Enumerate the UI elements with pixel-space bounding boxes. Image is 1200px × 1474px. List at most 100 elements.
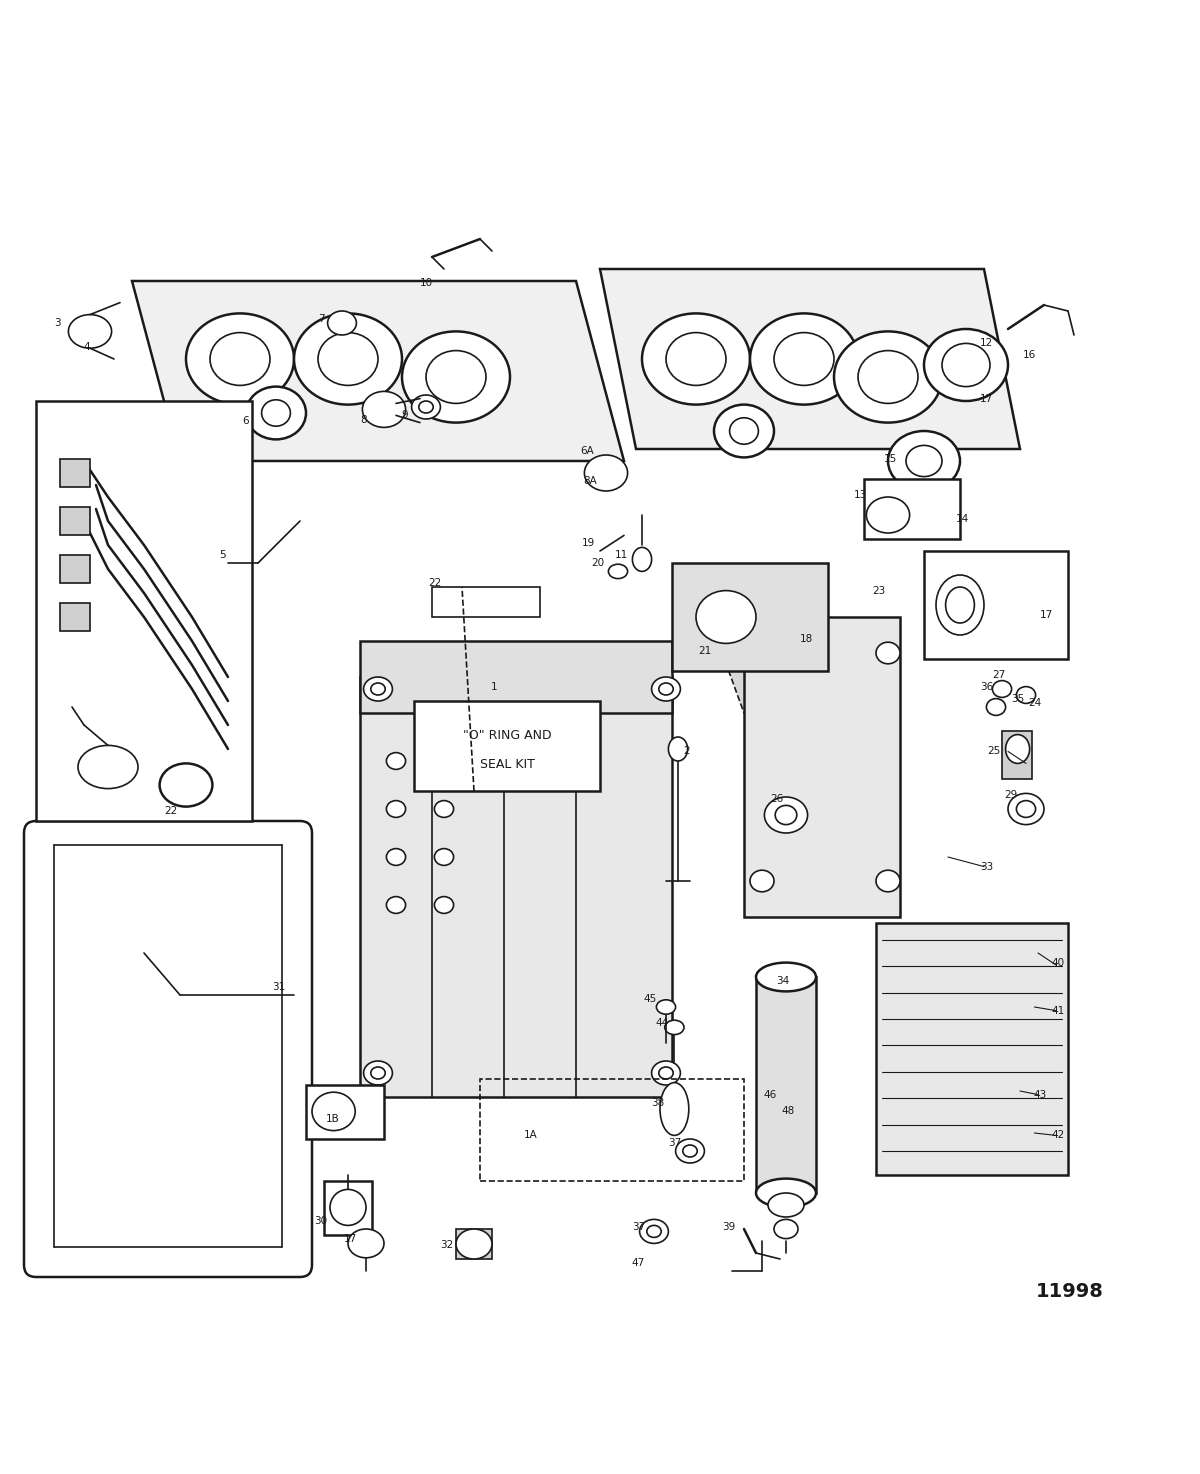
Ellipse shape: [946, 587, 974, 624]
Text: 17: 17: [343, 1234, 358, 1244]
Ellipse shape: [294, 314, 402, 404]
Ellipse shape: [656, 999, 676, 1014]
Bar: [672, 563, 828, 671]
Ellipse shape: [866, 497, 910, 534]
Ellipse shape: [78, 746, 138, 789]
Ellipse shape: [364, 677, 392, 702]
Ellipse shape: [160, 764, 212, 806]
Ellipse shape: [386, 800, 406, 818]
Ellipse shape: [608, 565, 628, 579]
Text: 17: 17: [979, 394, 994, 404]
Polygon shape: [600, 268, 1020, 450]
Ellipse shape: [858, 351, 918, 404]
Bar: [60, 554, 90, 584]
Text: 11: 11: [614, 550, 629, 560]
Text: 44: 44: [655, 1017, 670, 1027]
Ellipse shape: [262, 399, 290, 426]
Text: 33: 33: [979, 862, 994, 871]
Ellipse shape: [924, 329, 1008, 401]
Ellipse shape: [1006, 734, 1030, 764]
Ellipse shape: [774, 333, 834, 385]
Text: 36: 36: [979, 681, 994, 691]
Text: 6A: 6A: [580, 447, 594, 457]
Ellipse shape: [768, 1192, 804, 1218]
Ellipse shape: [659, 682, 673, 696]
Ellipse shape: [774, 1219, 798, 1238]
Ellipse shape: [1008, 793, 1044, 824]
Bar: [744, 618, 900, 917]
Ellipse shape: [652, 1061, 680, 1085]
Bar: [924, 551, 1068, 659]
Text: 17: 17: [1039, 610, 1054, 619]
Ellipse shape: [659, 1067, 673, 1079]
Ellipse shape: [402, 332, 510, 423]
Bar: [876, 923, 1068, 1175]
Ellipse shape: [371, 682, 385, 696]
Text: 23: 23: [871, 585, 886, 595]
Ellipse shape: [676, 1139, 704, 1163]
Ellipse shape: [750, 314, 858, 404]
Ellipse shape: [632, 547, 652, 572]
Ellipse shape: [652, 677, 680, 702]
Text: 37: 37: [631, 1222, 646, 1232]
Ellipse shape: [876, 870, 900, 892]
Text: 1B: 1B: [325, 1113, 340, 1123]
Text: 14: 14: [955, 513, 970, 523]
Ellipse shape: [775, 805, 797, 824]
Bar: [324, 1181, 372, 1235]
Ellipse shape: [1016, 687, 1036, 703]
Bar: [756, 977, 816, 1192]
Text: 42: 42: [1051, 1131, 1066, 1141]
Ellipse shape: [640, 1219, 668, 1244]
Ellipse shape: [318, 333, 378, 385]
Ellipse shape: [876, 643, 900, 663]
Bar: [36, 401, 252, 821]
Text: 6: 6: [242, 416, 250, 426]
Text: 12: 12: [979, 339, 994, 348]
Ellipse shape: [986, 699, 1006, 715]
Bar: [360, 641, 672, 713]
Ellipse shape: [750, 643, 774, 663]
Text: 16: 16: [1022, 351, 1037, 361]
Ellipse shape: [714, 404, 774, 457]
Ellipse shape: [68, 314, 112, 348]
Text: 2: 2: [683, 746, 690, 756]
Text: 4: 4: [83, 342, 90, 352]
Ellipse shape: [386, 849, 406, 865]
Ellipse shape: [419, 401, 433, 413]
Text: 9: 9: [401, 410, 408, 420]
Text: 20: 20: [592, 559, 604, 567]
Text: 1A: 1A: [523, 1131, 538, 1141]
Ellipse shape: [386, 753, 406, 769]
Ellipse shape: [312, 1092, 355, 1131]
Text: 45: 45: [643, 993, 658, 1004]
Text: 34: 34: [775, 976, 790, 986]
Ellipse shape: [668, 737, 688, 761]
Text: 39: 39: [721, 1222, 736, 1232]
Ellipse shape: [936, 575, 984, 635]
Ellipse shape: [834, 332, 942, 423]
Ellipse shape: [328, 311, 356, 335]
Text: 26: 26: [769, 794, 784, 805]
FancyBboxPatch shape: [24, 821, 312, 1276]
Ellipse shape: [666, 333, 726, 385]
Ellipse shape: [683, 1145, 697, 1157]
Text: 24: 24: [1027, 699, 1042, 709]
Ellipse shape: [371, 1067, 385, 1079]
Text: 43: 43: [1033, 1089, 1048, 1100]
Text: 47: 47: [631, 1257, 646, 1268]
Polygon shape: [132, 282, 624, 461]
Ellipse shape: [456, 1229, 492, 1259]
Text: 40: 40: [1052, 958, 1064, 967]
Ellipse shape: [647, 1225, 661, 1237]
Ellipse shape: [584, 455, 628, 491]
Ellipse shape: [210, 333, 270, 385]
Text: 3: 3: [54, 318, 61, 329]
Polygon shape: [720, 647, 888, 713]
Ellipse shape: [730, 417, 758, 444]
Bar: [60, 507, 90, 535]
Text: 15: 15: [883, 454, 898, 464]
Bar: [306, 1085, 384, 1139]
Ellipse shape: [696, 591, 756, 643]
Bar: [414, 702, 600, 792]
